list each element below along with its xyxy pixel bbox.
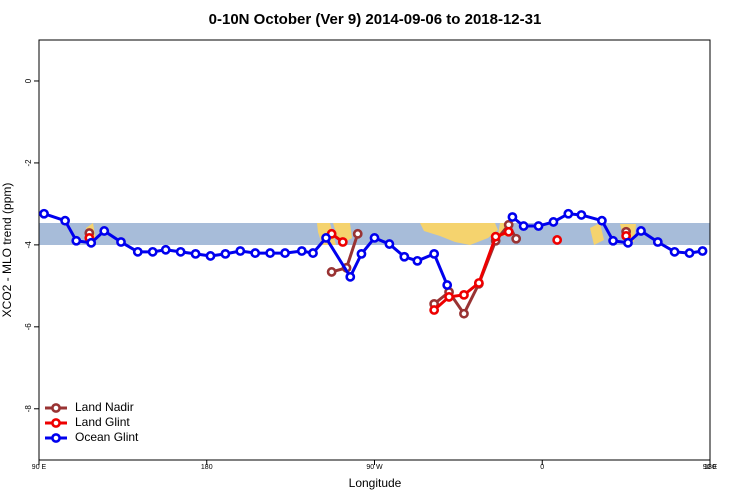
- y-tick-label: -2: [24, 159, 33, 167]
- data-point: [623, 237, 633, 248]
- data-point: [337, 237, 348, 247]
- y-tick-label: -4: [24, 241, 33, 249]
- data-point: [444, 292, 454, 302]
- data-point: [86, 237, 97, 248]
- data-point: [326, 267, 337, 277]
- data-point: [265, 248, 276, 258]
- data-point: [345, 271, 356, 282]
- data-point: [205, 251, 216, 261]
- data-point: [518, 221, 529, 231]
- legend-label: Land Glint: [75, 415, 130, 429]
- legend-label: Ocean Glint: [75, 430, 139, 444]
- data-point: [60, 215, 70, 226]
- data-point: [399, 251, 410, 262]
- data-point: [459, 308, 469, 319]
- data-point: [39, 208, 49, 219]
- data-point: [352, 228, 363, 239]
- data-point: [684, 248, 695, 258]
- y-axis-label: XCO2 - MLO trend (ppm): [0, 183, 14, 318]
- x-tick-label: 90 W: [366, 464, 383, 471]
- data-point: [175, 246, 186, 257]
- x-axis-label: Longitude: [349, 476, 402, 490]
- data-point: [652, 237, 663, 247]
- data-point: [490, 231, 501, 242]
- data-point: [548, 217, 559, 227]
- data-point: [533, 221, 544, 231]
- data-point: [160, 244, 171, 255]
- data-point: [296, 246, 307, 256]
- x-tick-label: 0: [540, 464, 544, 471]
- x-tick-label: 180: [704, 464, 716, 471]
- data-point: [596, 215, 607, 226]
- data-point: [503, 226, 514, 237]
- data-point: [235, 246, 246, 256]
- data-point: [459, 289, 469, 300]
- data-point: [429, 305, 440, 315]
- data-point: [116, 237, 126, 247]
- data-point: [429, 248, 440, 259]
- data-point: [308, 248, 318, 258]
- data-point: [356, 248, 367, 259]
- data-point: [250, 248, 261, 258]
- data-point: [369, 233, 380, 243]
- data-point: [220, 248, 231, 259]
- legend-marker: [51, 403, 61, 413]
- y-tick-label: -6: [24, 323, 33, 331]
- y-tick-label: -8: [24, 405, 33, 413]
- data-point: [280, 248, 290, 258]
- legend-label: Land Nadir: [75, 400, 134, 414]
- data-point: [697, 246, 708, 256]
- data-point: [608, 235, 618, 246]
- data-point: [563, 208, 574, 219]
- data-point: [473, 278, 484, 288]
- data-point: [321, 233, 331, 243]
- data-point: [669, 246, 680, 257]
- data-point: [507, 212, 518, 222]
- chart-title: 0-10N October (Ver 9) 2014-09-06 to 2018…: [209, 11, 542, 28]
- data-point: [71, 235, 82, 246]
- data-point: [99, 226, 110, 236]
- data-point: [190, 248, 201, 259]
- data-point: [636, 226, 646, 236]
- data-point: [147, 246, 158, 257]
- data-point: [576, 210, 587, 220]
- data-point: [552, 235, 563, 245]
- data-point: [511, 233, 522, 244]
- legend-marker: [51, 433, 61, 443]
- x-tick-label: 180: [201, 464, 213, 471]
- data-point: [442, 280, 453, 290]
- legend-marker: [51, 418, 61, 428]
- data-point: [384, 239, 395, 249]
- data-point: [132, 246, 143, 257]
- y-tick-label: 0: [24, 78, 33, 83]
- data-point: [412, 255, 423, 266]
- x-tick-label: 90 E: [32, 464, 47, 471]
- x-tick-label: 90 E: [703, 464, 718, 471]
